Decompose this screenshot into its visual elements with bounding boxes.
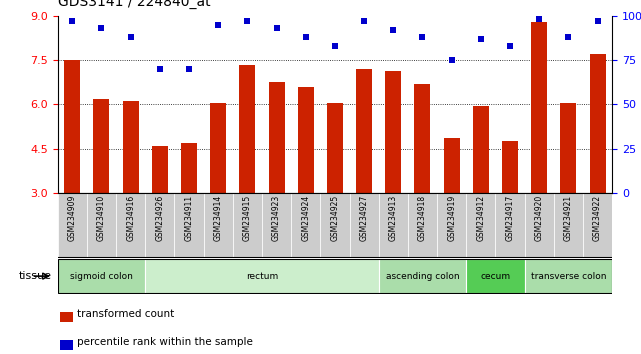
Bar bbox=[502, 141, 518, 193]
Text: tissue: tissue bbox=[19, 271, 51, 281]
Point bbox=[184, 66, 194, 72]
Text: transverse colon: transverse colon bbox=[531, 272, 606, 281]
Text: GSM234916: GSM234916 bbox=[126, 195, 135, 241]
Text: GSM234917: GSM234917 bbox=[506, 195, 515, 241]
Text: rectum: rectum bbox=[246, 272, 278, 281]
Point bbox=[67, 18, 78, 24]
Text: GSM234914: GSM234914 bbox=[213, 195, 222, 241]
Bar bbox=[297, 87, 313, 193]
Point bbox=[534, 17, 544, 22]
Bar bbox=[152, 146, 168, 193]
Text: GSM234925: GSM234925 bbox=[330, 195, 340, 241]
Text: GSM234915: GSM234915 bbox=[243, 195, 252, 241]
Point bbox=[447, 57, 457, 63]
Bar bbox=[466, 259, 524, 293]
Point bbox=[476, 36, 486, 42]
Point bbox=[329, 43, 340, 49]
Bar bbox=[204, 193, 233, 258]
Text: GSM234910: GSM234910 bbox=[97, 195, 106, 241]
Text: GDS3141 / 224840_at: GDS3141 / 224840_at bbox=[58, 0, 210, 9]
Bar bbox=[524, 193, 554, 258]
Bar bbox=[583, 193, 612, 258]
Bar bbox=[590, 54, 606, 193]
Text: percentile rank within the sample: percentile rank within the sample bbox=[76, 337, 253, 347]
Text: ascending colon: ascending colon bbox=[386, 272, 460, 281]
Bar bbox=[60, 340, 72, 350]
Bar bbox=[320, 193, 349, 258]
Text: GSM234924: GSM234924 bbox=[301, 195, 310, 241]
Point bbox=[388, 27, 399, 33]
Text: GSM234918: GSM234918 bbox=[418, 195, 427, 241]
Bar bbox=[60, 312, 72, 322]
Bar bbox=[146, 193, 174, 258]
Text: GSM234913: GSM234913 bbox=[389, 195, 398, 241]
Point bbox=[154, 66, 165, 72]
Bar bbox=[444, 138, 460, 193]
Text: GSM234919: GSM234919 bbox=[447, 195, 456, 241]
Bar bbox=[531, 22, 547, 193]
Bar bbox=[262, 193, 291, 258]
Bar bbox=[116, 193, 146, 258]
Text: GSM234909: GSM234909 bbox=[68, 195, 77, 241]
Bar bbox=[385, 70, 401, 193]
Bar bbox=[233, 193, 262, 258]
Text: GSM234923: GSM234923 bbox=[272, 195, 281, 241]
Bar bbox=[174, 193, 204, 258]
Bar bbox=[560, 103, 576, 193]
Bar bbox=[524, 259, 612, 293]
Point bbox=[213, 22, 223, 28]
Bar bbox=[437, 193, 466, 258]
Bar bbox=[379, 259, 466, 293]
Bar bbox=[466, 193, 495, 258]
Text: cecum: cecum bbox=[480, 272, 510, 281]
Bar bbox=[181, 143, 197, 193]
Bar bbox=[87, 193, 116, 258]
Text: sigmoid colon: sigmoid colon bbox=[70, 272, 133, 281]
Point bbox=[271, 25, 281, 31]
Text: GSM234920: GSM234920 bbox=[535, 195, 544, 241]
Point bbox=[96, 25, 106, 31]
Bar bbox=[327, 103, 343, 193]
Point bbox=[359, 18, 369, 24]
Bar bbox=[291, 193, 320, 258]
Bar bbox=[58, 193, 87, 258]
Text: GSM234911: GSM234911 bbox=[185, 195, 194, 241]
Point bbox=[242, 18, 253, 24]
Bar bbox=[408, 193, 437, 258]
Bar bbox=[356, 69, 372, 193]
Point bbox=[417, 34, 428, 40]
Point bbox=[126, 34, 136, 40]
Bar bbox=[64, 60, 80, 193]
Bar bbox=[210, 103, 226, 193]
Bar bbox=[379, 193, 408, 258]
Bar bbox=[58, 259, 146, 293]
Bar bbox=[239, 65, 255, 193]
Bar bbox=[122, 102, 138, 193]
Bar bbox=[495, 193, 524, 258]
Text: GSM234921: GSM234921 bbox=[564, 195, 573, 241]
Point bbox=[301, 34, 311, 40]
Text: GSM234912: GSM234912 bbox=[476, 195, 485, 241]
Bar bbox=[269, 82, 285, 193]
Bar bbox=[554, 193, 583, 258]
Bar bbox=[415, 84, 431, 193]
Point bbox=[505, 43, 515, 49]
Point bbox=[592, 18, 603, 24]
Text: GSM234922: GSM234922 bbox=[593, 195, 602, 241]
Bar bbox=[473, 106, 489, 193]
Text: GSM234926: GSM234926 bbox=[155, 195, 164, 241]
Text: GSM234927: GSM234927 bbox=[360, 195, 369, 241]
Text: transformed count: transformed count bbox=[76, 309, 174, 320]
Point bbox=[563, 34, 574, 40]
Bar bbox=[94, 98, 110, 193]
Bar bbox=[349, 193, 379, 258]
Bar bbox=[146, 259, 379, 293]
